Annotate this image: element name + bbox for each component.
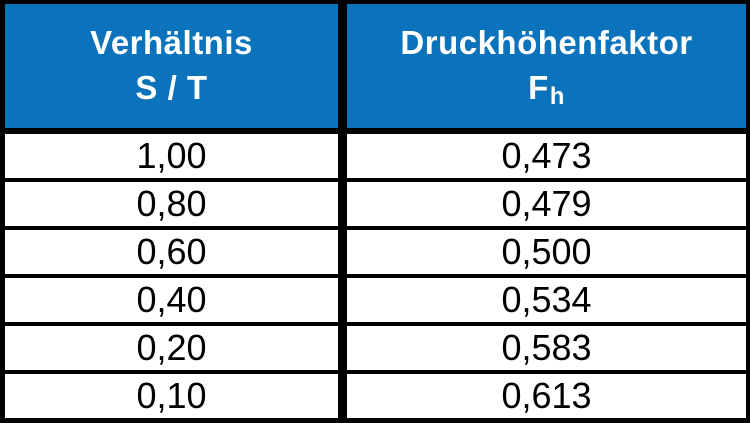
- table-cell-ratio-row2: 0,60: [5, 230, 338, 274]
- table-cell-factor-row1: 0,479: [347, 182, 746, 226]
- table-cell-ratio-row0: 1,00: [5, 134, 338, 178]
- table-cell-factor-row3: 0,534: [347, 278, 746, 322]
- table-cell-ratio-row1: 0,80: [5, 182, 338, 226]
- table-cell-ratio-row4: 0,20: [5, 326, 338, 370]
- header-ratio-title: Verhältnis: [90, 24, 253, 62]
- header-factor-title: Druckhöhenfaktor: [400, 24, 693, 62]
- factor-symbol-main: F: [528, 69, 549, 106]
- table-cell-ratio-row3: 0,40: [5, 278, 338, 322]
- header-cell-ratio: Verhältnis S / T: [5, 4, 338, 130]
- header-cell-factor: Druckhöhenfaktor Fh: [347, 4, 746, 130]
- table-cell-factor-row4: 0,583: [347, 326, 746, 370]
- factor-symbol-subscript: h: [549, 83, 565, 111]
- header-factor-symbol: Fh: [528, 66, 565, 111]
- header-ratio-symbol: S / T: [135, 69, 208, 106]
- table-cell-factor-row5: 0,613: [347, 374, 746, 418]
- table-cell-factor-row0: 0,473: [347, 134, 746, 178]
- table-cell-factor-row2: 0,500: [347, 230, 746, 274]
- table-cell-ratio-row5: 0,10: [5, 374, 338, 418]
